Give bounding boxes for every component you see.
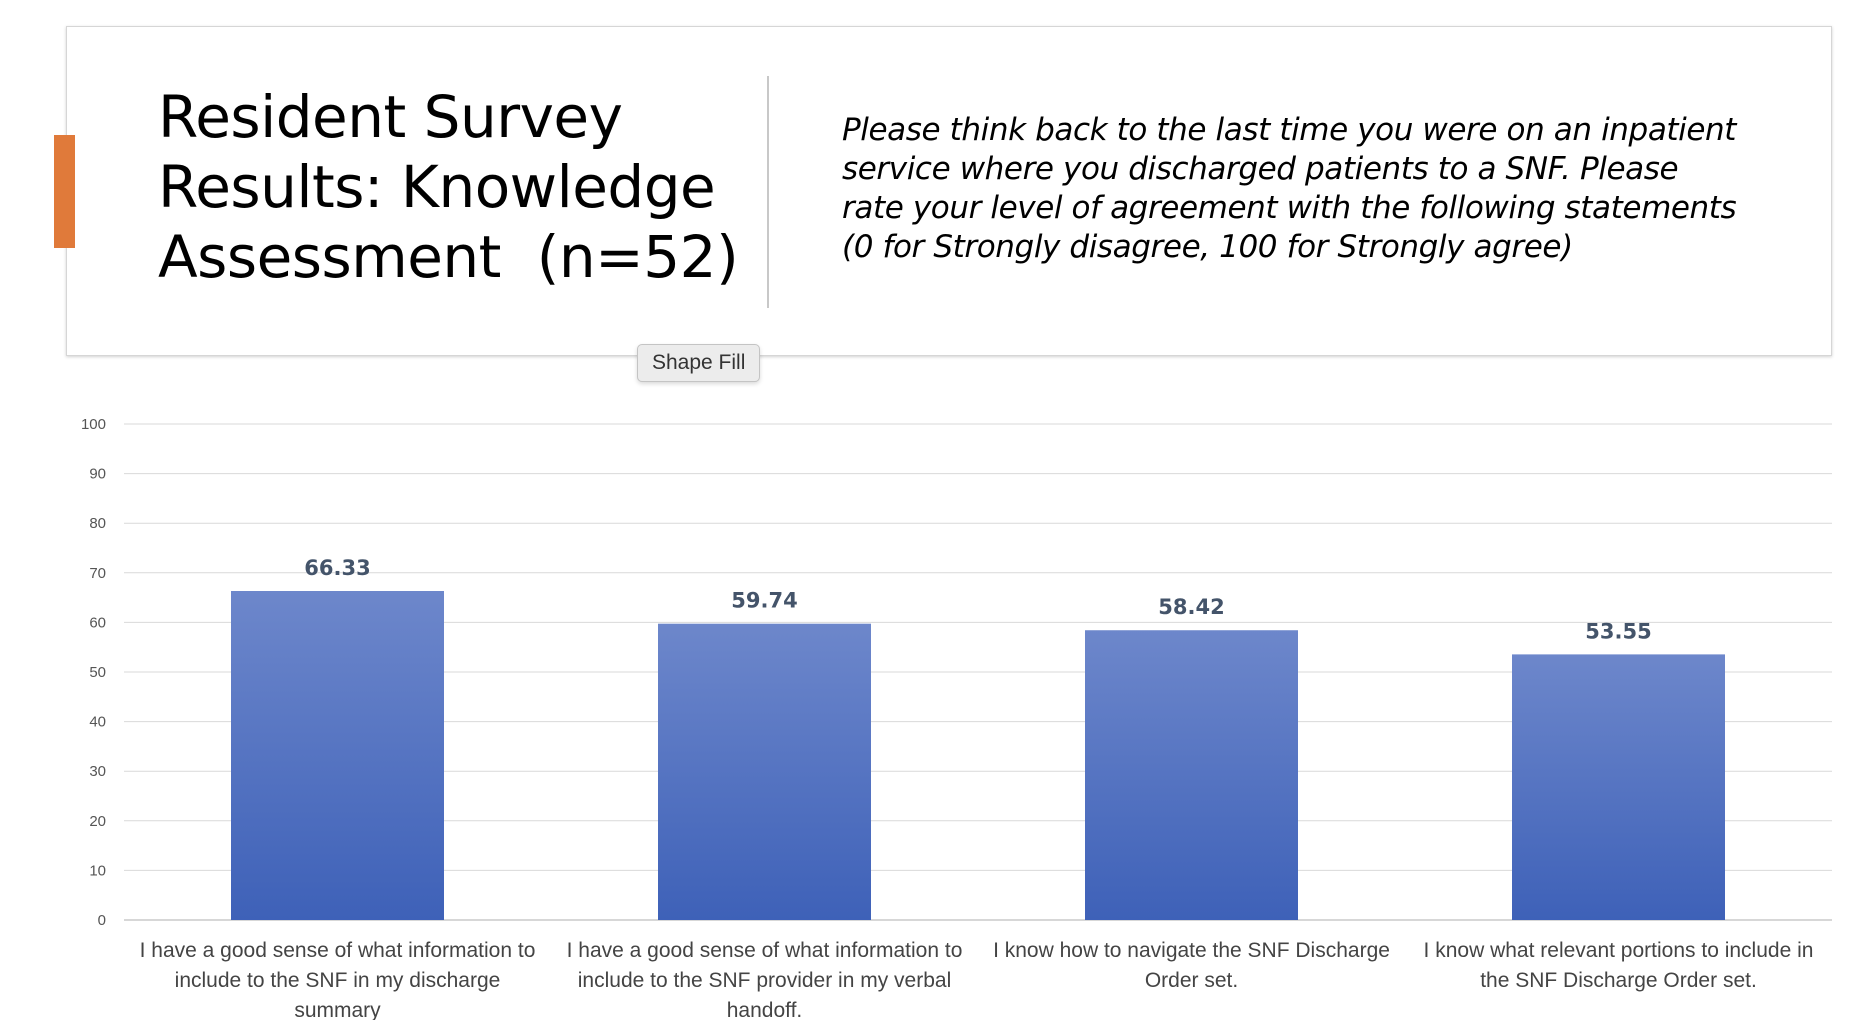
category-label-line: summary: [294, 999, 381, 1020]
y-tick-label-60: 60: [89, 614, 106, 631]
bar-3: [1085, 630, 1298, 920]
page-title: Resident Survey Results: Knowledge Asses…: [158, 82, 739, 292]
data-label-4: 53.55: [1585, 619, 1651, 643]
y-tick-label-30: 30: [89, 763, 106, 780]
y-tick-label-10: 10: [89, 862, 106, 879]
category-label-line: I have a good sense of what information …: [140, 939, 536, 962]
y-tick-label-0: 0: [98, 912, 106, 929]
title-line-1: Resident Survey: [158, 83, 623, 151]
y-tick-label-50: 50: [89, 664, 106, 681]
accent-bar: [54, 135, 75, 248]
title-line-3: Assessment (n=52): [158, 223, 739, 291]
category-label-line: include to the SNF provider in my verbal: [578, 969, 952, 992]
category-label-4: I know what relevant portions to include…: [1424, 939, 1814, 992]
category-label-line: I have a good sense of what information …: [567, 939, 963, 962]
data-label-3: 58.42: [1158, 595, 1224, 619]
shape-fill-tooltip: Shape Fill: [637, 344, 761, 382]
category-label-3: I know how to navigate the SNF Discharge…: [993, 939, 1390, 992]
category-label-1: I have a good sense of what information …: [140, 939, 536, 1020]
data-label-2: 59.74: [731, 589, 797, 613]
category-label-line: Order set.: [1145, 969, 1238, 992]
y-tick-label-90: 90: [89, 466, 106, 483]
title-panel: [66, 26, 1832, 356]
y-tick-label-20: 20: [89, 813, 106, 830]
category-label-line: include to the SNF in my discharge: [175, 969, 501, 992]
category-label-line: the SNF Discharge Order set.: [1480, 969, 1757, 992]
title-divider: [767, 76, 769, 308]
category-label-line: I know how to navigate the SNF Discharge: [993, 939, 1390, 962]
bar-1: [231, 591, 444, 920]
category-label-line: handoff.: [727, 999, 803, 1020]
category-label-2: I have a good sense of what information …: [567, 939, 963, 1020]
category-label-line: I know what relevant portions to include…: [1424, 939, 1814, 962]
y-tick-label-80: 80: [89, 515, 106, 532]
survey-question: Please think back to the last time you w…: [842, 112, 1737, 265]
y-tick-label-100: 100: [81, 416, 106, 433]
title-line-2: Results: Knowledge: [158, 153, 716, 221]
data-label-1: 66.33: [304, 556, 370, 580]
bar-4: [1512, 654, 1725, 920]
y-tick-label-70: 70: [89, 565, 106, 582]
bar-2: [658, 623, 871, 920]
y-tick-label-40: 40: [89, 714, 106, 731]
